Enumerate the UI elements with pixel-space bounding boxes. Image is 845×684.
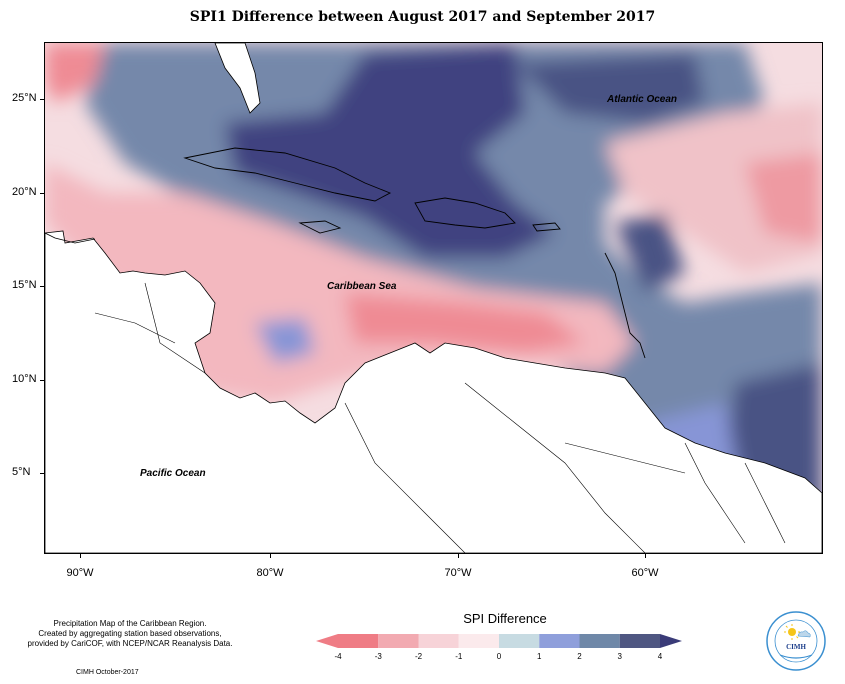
lat-tick (40, 193, 44, 194)
colorbar-tick-label: -3 (374, 652, 382, 661)
lat-tick (40, 473, 44, 474)
sun-cloud-icon (784, 624, 811, 640)
lon-tick (645, 553, 646, 558)
lon-label-60: 60°W (631, 567, 659, 579)
colorbar (316, 634, 682, 648)
lon-label-70: 70°W (444, 567, 472, 579)
lon-tick (458, 553, 459, 558)
logo-wave (779, 654, 813, 659)
colorbar-tick-label: 2 (577, 652, 582, 661)
field-red-nw (45, 43, 105, 103)
colorbar-segment (338, 634, 379, 648)
field-blue-lesser-antilles (615, 213, 685, 293)
colorbar-tick-label: -2 (414, 652, 423, 661)
lat-label-20: 20°N (12, 186, 37, 198)
hispaniola-outline (414, 197, 516, 229)
colorbar-segment (418, 634, 459, 648)
puerto-rico-outline (532, 222, 561, 232)
lat-tick (40, 380, 44, 381)
logo-text: CIMH (786, 643, 806, 651)
borders (94, 282, 786, 553)
land (45, 43, 822, 553)
footer-note: Precipitation Map of the Caribbean Regio… (14, 619, 246, 649)
colorbar-tick-label: -4 (334, 652, 342, 661)
colorbar-tick-label: 1 (537, 652, 542, 661)
lesser-antilles-outline (604, 252, 646, 359)
cimh-logo: CIMH (766, 611, 826, 671)
footer-note-line: provided by CariCOF, with NCEP/NCAR Rean… (27, 639, 233, 648)
yucatan-outline (45, 232, 96, 244)
colorbar-tick-label: 4 (657, 652, 663, 661)
colorbar-segment (499, 634, 540, 648)
lon-label-90: 90°W (66, 567, 94, 579)
legend-title: SPI Difference (463, 611, 547, 626)
spi-difference-map: Atlantic Ocean Caribbean Sea Pacific Oce… (44, 42, 823, 554)
lon-label-80: 80°W (256, 567, 284, 579)
colorbar-tick-label: 3 (617, 652, 622, 661)
cuba-outline (183, 147, 392, 202)
footer-note-line: Created by aggregating station based obs… (38, 629, 222, 638)
caribbean-sea-label: Caribbean Sea (327, 281, 397, 292)
field-red-atlantic (745, 153, 822, 243)
colorbar-segment (458, 634, 499, 648)
pacific-ocean-label: Pacific Ocean (140, 468, 206, 479)
lat-label-25: 25°N (12, 92, 37, 104)
lat-tick (40, 286, 44, 287)
footer-note-line: Precipitation Map of the Caribbean Regio… (53, 619, 207, 628)
atlantic-ocean-label: Atlantic Ocean (607, 94, 678, 105)
lon-tick (80, 553, 81, 558)
colorbar-tick-label: -1 (455, 652, 463, 661)
logo-inner-ring (774, 619, 818, 663)
credit-text: CIMH October-2017 (76, 669, 139, 676)
lat-label-5: 5°N (12, 466, 31, 478)
lat-label-10: 10°N (12, 373, 37, 385)
lon-tick (270, 553, 271, 558)
map-canvas (45, 43, 822, 553)
central-america-land (45, 230, 822, 553)
field-navy-core (225, 43, 555, 258)
colorbar-segment (378, 634, 419, 648)
jamaica-outline (298, 220, 342, 234)
lat-label-15: 15°N (12, 279, 37, 291)
florida-outline (214, 43, 261, 114)
field-blue-honduras (255, 318, 315, 363)
colorbar-segment (619, 634, 660, 648)
lat-tick (40, 99, 44, 100)
colorbar-tick-label: 0 (496, 652, 502, 661)
field-navy-atlantic (515, 53, 705, 123)
colorbar-arrow-right (660, 634, 682, 648)
colorbar-segment (539, 634, 580, 648)
colorbar-segment (579, 634, 620, 648)
field-red-caribbean (345, 293, 585, 353)
colorbar-arrow-left (316, 634, 338, 648)
map-title: SPI1 Difference between August 2017 and … (189, 9, 656, 25)
